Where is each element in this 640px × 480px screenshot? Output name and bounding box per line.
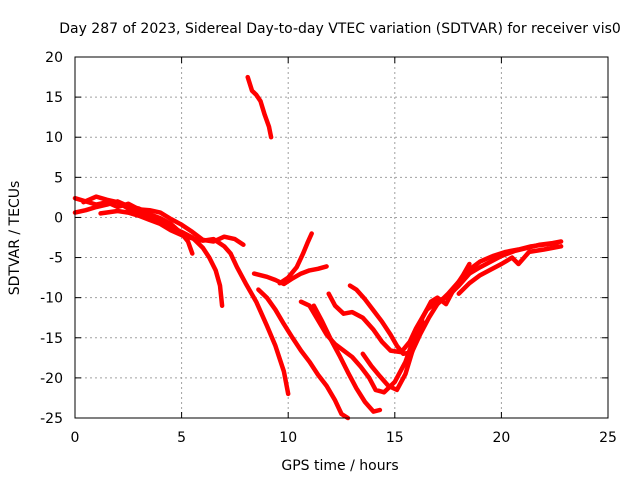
series-track-g <box>277 231 314 286</box>
y-tick-label: 10 <box>45 130 63 146</box>
series-track-n <box>456 244 564 296</box>
series-track-i <box>298 299 425 395</box>
series-track-j <box>311 303 383 414</box>
y-tick-label: -10 <box>40 291 63 307</box>
tick-layer: 0 5 10 15 20 25 -25 -20 -15 -10 -5 0 5 10 15 20 <box>40 50 617 446</box>
series-track-e <box>245 74 274 140</box>
plot-frame <box>74 56 609 419</box>
y-tick-label: 15 <box>45 90 63 106</box>
y-tick-label: 20 <box>45 50 63 66</box>
series-track-f <box>251 264 329 287</box>
x-tick-label: 25 <box>599 430 617 446</box>
x-axis-label: GPS time / hours <box>281 458 398 474</box>
y-tick-label: -25 <box>40 411 63 427</box>
x-tick-label: 0 <box>71 430 80 446</box>
series-track-m <box>360 261 472 393</box>
y-axis-label: SDTVAR / TECUs <box>7 181 23 296</box>
series-track-l <box>347 240 560 357</box>
series-track-c <box>81 194 225 308</box>
series-track-d <box>98 208 291 397</box>
x-tick-label: 15 <box>386 430 404 446</box>
series-track-h <box>256 287 351 421</box>
y-tick-label: -15 <box>40 331 63 347</box>
grid-layer <box>75 57 608 418</box>
y-tick-label: 0 <box>54 210 63 226</box>
y-tick-label: -20 <box>40 371 63 387</box>
y-tick-label: 5 <box>54 170 63 186</box>
y-tick-label: -5 <box>49 251 63 267</box>
x-tick-label: 5 <box>177 430 186 446</box>
x-tick-label: 10 <box>279 430 297 446</box>
series-layer <box>72 74 564 421</box>
chart-title: Day 287 of 2023, Sidereal Day-to-day VTE… <box>59 21 621 37</box>
x-tick-label: 20 <box>492 430 510 446</box>
